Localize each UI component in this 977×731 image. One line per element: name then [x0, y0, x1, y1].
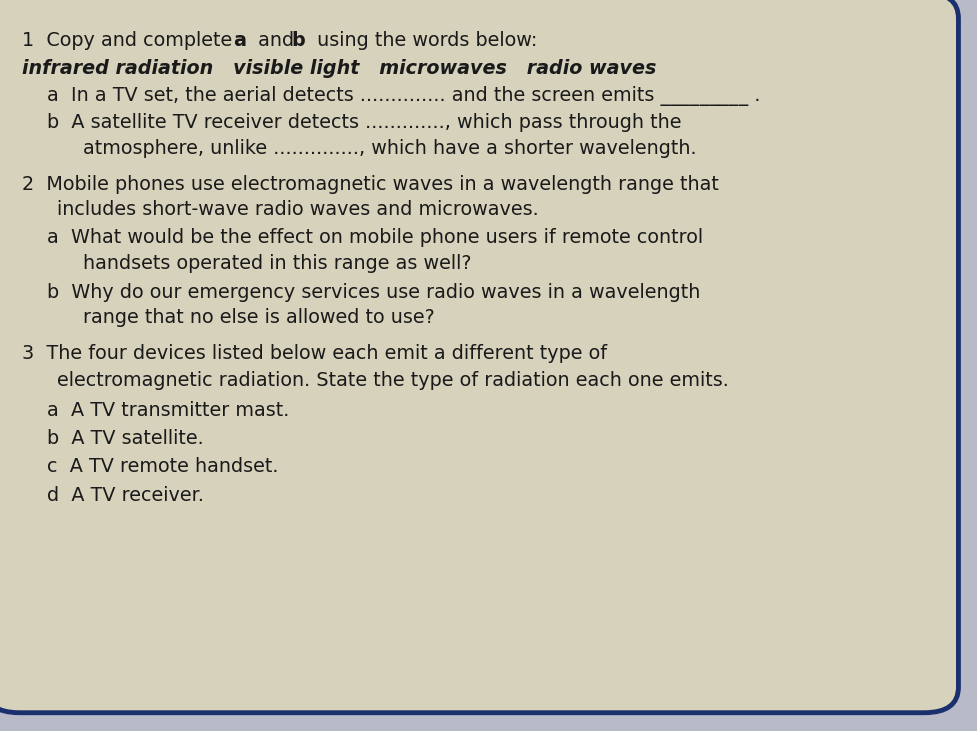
Text: b: b: [291, 31, 305, 50]
Text: atmosphere, unlike .............., which have a shorter wavelength.: atmosphere, unlike .............., which…: [83, 139, 696, 158]
Text: a  A TV transmitter mast.: a A TV transmitter mast.: [47, 401, 289, 420]
Text: 3  The four devices listed below each emit a different type of: 3 The four devices listed below each emi…: [21, 344, 606, 363]
Text: a  What would be the effect on mobile phone users if remote control: a What would be the effect on mobile pho…: [47, 228, 702, 247]
Text: infrared radiation   visible light   microwaves   radio waves: infrared radiation visible light microwa…: [21, 59, 656, 78]
Text: 2  Mobile phones use electromagnetic waves in a wavelength range that: 2 Mobile phones use electromagnetic wave…: [21, 175, 718, 194]
Text: b  A satellite TV receiver detects ............., which pass through the: b A satellite TV receiver detects ......…: [47, 113, 681, 132]
FancyBboxPatch shape: [0, 0, 957, 713]
Text: 1  Copy and complete: 1 Copy and complete: [21, 31, 237, 50]
Text: using the words below:: using the words below:: [311, 31, 536, 50]
Text: b  Why do our emergency services use radio waves in a wavelength: b Why do our emergency services use radi…: [47, 283, 700, 302]
Text: b  A TV satellite.: b A TV satellite.: [47, 429, 203, 448]
Text: a: a: [233, 31, 245, 50]
Text: range that no else is allowed to use?: range that no else is allowed to use?: [83, 308, 435, 327]
Text: c  A TV remote handset.: c A TV remote handset.: [47, 457, 278, 476]
Text: includes short-wave radio waves and microwaves.: includes short-wave radio waves and micr…: [57, 200, 538, 219]
Text: and: and: [252, 31, 300, 50]
Text: d  A TV receiver.: d A TV receiver.: [47, 486, 204, 505]
Text: electromagnetic radiation. State the type of radiation each one emits.: electromagnetic radiation. State the typ…: [57, 371, 728, 390]
Text: handsets operated in this range as well?: handsets operated in this range as well?: [83, 254, 471, 273]
Text: a  In a TV set, the aerial detects .............. and the screen emits _________: a In a TV set, the aerial detects ......…: [47, 86, 760, 107]
